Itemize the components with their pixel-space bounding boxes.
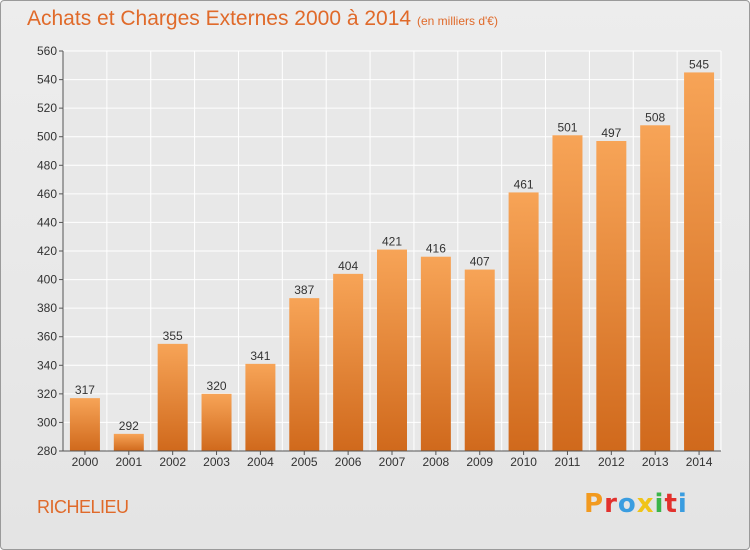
y-tick-label: 560 bbox=[37, 44, 57, 58]
logo-letter: x bbox=[636, 489, 655, 519]
value-label: 545 bbox=[689, 57, 709, 71]
x-tick-label: 2001 bbox=[115, 455, 142, 469]
bar bbox=[596, 141, 627, 451]
x-tick-labels: 2000 2001 2002 2003 2004 2005 2006 2007 2008 2009… bbox=[72, 451, 713, 469]
x-tick-label: 2013 bbox=[642, 455, 669, 469]
y-tick-label: 280 bbox=[37, 444, 57, 458]
logo-letter: P bbox=[584, 489, 605, 519]
bar bbox=[201, 393, 232, 451]
logo-letter: i bbox=[654, 489, 665, 519]
y-tick-labels: 280 300 320 340 360 380 400 420 440 460 480 500 520 5… bbox=[37, 44, 57, 458]
x-tick-label: 2004 bbox=[247, 455, 274, 469]
bar bbox=[464, 269, 495, 451]
x-tick-label: 2008 bbox=[423, 455, 450, 469]
value-label: 421 bbox=[382, 235, 402, 249]
y-tick-label: 360 bbox=[37, 330, 57, 344]
value-label: 387 bbox=[294, 283, 314, 297]
y-tick-label: 440 bbox=[37, 215, 57, 229]
x-tick-label: 2006 bbox=[335, 455, 362, 469]
y-tick-label: 340 bbox=[37, 358, 57, 372]
logo-letter: i bbox=[677, 489, 688, 519]
y-tick-label: 380 bbox=[37, 301, 57, 315]
bar bbox=[684, 72, 715, 451]
bar bbox=[420, 256, 451, 451]
bars bbox=[69, 72, 715, 452]
y-tick-label: 520 bbox=[37, 101, 57, 115]
bar bbox=[552, 135, 583, 452]
x-tick-label: 2014 bbox=[686, 455, 713, 469]
x-tick-label: 2010 bbox=[510, 455, 537, 469]
y-tick-label: 300 bbox=[37, 415, 57, 429]
bar bbox=[333, 273, 364, 451]
value-label: 341 bbox=[250, 349, 270, 363]
y-tick-label: 320 bbox=[37, 387, 57, 401]
y-tick-label: 500 bbox=[37, 130, 57, 144]
value-label: 355 bbox=[163, 329, 183, 343]
y-tick-label: 420 bbox=[37, 244, 57, 258]
value-label: 508 bbox=[645, 110, 665, 124]
bar bbox=[508, 192, 539, 451]
value-label: 320 bbox=[207, 379, 227, 393]
logo-letter: r bbox=[604, 489, 618, 519]
y-tick-label: 480 bbox=[37, 158, 57, 172]
value-labels: 317 292 355 320 341 387 404 421 416 407 461 501 497 5… bbox=[75, 57, 709, 432]
value-label: 407 bbox=[470, 255, 490, 269]
logo-letter: t bbox=[664, 489, 678, 519]
bar bbox=[69, 398, 100, 451]
y-tick-label: 540 bbox=[37, 73, 57, 87]
chart-subtitle: (en milliers d'€) bbox=[417, 14, 498, 28]
chart-title: Achats et Charges Externes 2000 à 2014 bbox=[27, 7, 412, 30]
bar bbox=[377, 249, 407, 451]
x-tick-label: 2002 bbox=[159, 455, 186, 469]
proxiti-logo: Proxiti bbox=[584, 489, 688, 519]
value-label: 461 bbox=[514, 177, 534, 191]
bar bbox=[640, 125, 671, 452]
value-label: 317 bbox=[75, 383, 95, 397]
x-tick-label: 2000 bbox=[72, 455, 99, 469]
bar bbox=[157, 343, 188, 451]
bar bbox=[289, 298, 320, 451]
x-tick-label: 2009 bbox=[466, 455, 493, 469]
x-tick-label: 2012 bbox=[598, 455, 625, 469]
x-tick-label: 2005 bbox=[291, 455, 318, 469]
value-label: 497 bbox=[601, 126, 621, 140]
logo-letter: o bbox=[617, 489, 637, 519]
x-tick-label: 2003 bbox=[203, 455, 230, 469]
bar bbox=[113, 433, 144, 451]
value-label: 501 bbox=[557, 120, 577, 134]
value-label: 404 bbox=[338, 259, 358, 273]
x-tick-label: 2007 bbox=[379, 455, 406, 469]
town-name: RICHELIEU bbox=[37, 497, 129, 517]
y-tick-label: 460 bbox=[37, 187, 57, 201]
value-label: 292 bbox=[119, 419, 139, 433]
bar bbox=[245, 363, 276, 451]
value-label: 416 bbox=[426, 242, 446, 256]
y-tick-label: 400 bbox=[37, 273, 57, 287]
x-tick-label: 2011 bbox=[555, 455, 581, 469]
